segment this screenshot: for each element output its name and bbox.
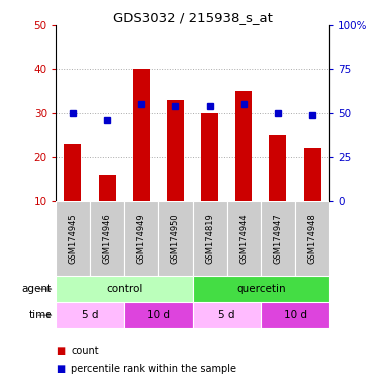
Text: 10 d: 10 d (147, 310, 170, 320)
Text: agent: agent (22, 284, 52, 294)
Bar (56, 201, 90, 276)
Text: GSM174944: GSM174944 (239, 214, 248, 264)
Text: GSM174945: GSM174945 (69, 214, 77, 264)
Bar (192, 201, 227, 276)
Text: control: control (106, 284, 142, 294)
Text: GSM174819: GSM174819 (205, 213, 214, 264)
Text: GSM174947: GSM174947 (273, 213, 283, 264)
Bar (227, 201, 261, 276)
Bar (261, 201, 295, 276)
Bar (235, 91, 252, 201)
Bar (90, 201, 124, 276)
Text: GSM174950: GSM174950 (171, 214, 180, 264)
Bar (192, 302, 261, 328)
Bar (303, 148, 321, 201)
Bar (64, 144, 82, 201)
Text: 5 d: 5 d (82, 310, 98, 320)
Text: quercetin: quercetin (236, 284, 286, 294)
Bar (158, 201, 192, 276)
Text: 10 d: 10 d (283, 310, 306, 320)
Text: percentile rank within the sample: percentile rank within the sample (71, 364, 236, 374)
Text: ■: ■ (56, 346, 65, 356)
Bar (192, 276, 329, 302)
Bar (124, 302, 192, 328)
Bar (99, 175, 116, 201)
Text: GSM174948: GSM174948 (308, 213, 316, 264)
Text: GSM174949: GSM174949 (137, 214, 146, 264)
Bar (167, 100, 184, 201)
Bar (56, 276, 192, 302)
Bar (201, 113, 218, 201)
Bar (270, 135, 286, 201)
Text: GSM174946: GSM174946 (102, 213, 112, 264)
Text: time: time (28, 310, 52, 320)
Bar (124, 201, 158, 276)
Bar (261, 302, 329, 328)
Text: count: count (71, 346, 99, 356)
Title: GDS3032 / 215938_s_at: GDS3032 / 215938_s_at (112, 11, 273, 24)
Text: 5 d: 5 d (218, 310, 235, 320)
Text: ■: ■ (56, 364, 65, 374)
Bar (56, 302, 124, 328)
Bar (133, 69, 150, 201)
Bar (295, 201, 329, 276)
